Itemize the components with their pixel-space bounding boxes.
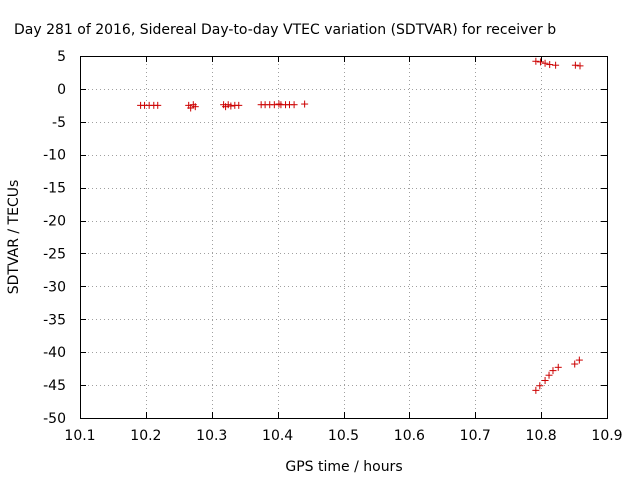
data-point [301,100,309,108]
data-point [545,371,553,379]
y-tick-label: -5 [52,115,66,131]
data-point [549,367,557,375]
x-tick-label: 10.3 [196,428,227,444]
y-tick-label: -50 [43,411,66,427]
x-tick-label: 10.7 [460,428,491,444]
data-point [571,360,579,368]
x-tick-label: 10.6 [394,428,425,444]
plot-frame [80,56,608,419]
y-tick-label: -25 [43,246,66,262]
x-tick-label: 10.4 [262,428,293,444]
y-tick-label: 5 [57,49,66,65]
chart-title: Day 281 of 2016, Sidereal Day-to-day VTE… [14,22,556,38]
data-point [546,61,554,69]
data-point [541,376,549,384]
data-point [541,59,549,67]
x-axis-title: GPS time / hours [285,459,402,475]
data-point [576,62,584,70]
y-tick-label: -20 [43,214,66,230]
data-point [227,102,235,110]
data-point [571,61,579,69]
data-point [191,103,199,111]
data-markers [137,57,584,394]
tick-labels: 10.1 10.2 10.3 10.4 10.5 10.6 10.7 10.8 10.9 5 0 -5… [43,49,622,444]
data-point [290,101,298,109]
y-tick-label: -10 [43,148,66,164]
data-point [532,57,540,65]
data-point [554,363,562,371]
y-tick-label: -30 [43,279,66,295]
y-tick-label: -35 [43,312,66,328]
y-tick-label: -45 [43,378,66,394]
x-tick-label: 10.1 [64,428,95,444]
data-point [536,58,544,66]
data-point [536,382,544,390]
data-point [154,101,162,109]
x-tick-label: 10.9 [591,428,622,444]
y-tick-label: 0 [57,82,66,98]
data-point [270,101,278,109]
data-point [532,386,540,394]
y-tick-label: -40 [43,345,66,361]
x-tick-label: 10.5 [328,428,359,444]
data-point [235,101,243,109]
x-tick-label: 10.8 [526,428,557,444]
data-point [552,61,560,69]
data-point [575,356,583,364]
y-axis-title: SDTVAR / TECUs [6,180,22,295]
grid-lines [80,56,607,418]
y-tick-label: -15 [43,181,66,197]
x-tick-label: 10.2 [130,428,161,444]
